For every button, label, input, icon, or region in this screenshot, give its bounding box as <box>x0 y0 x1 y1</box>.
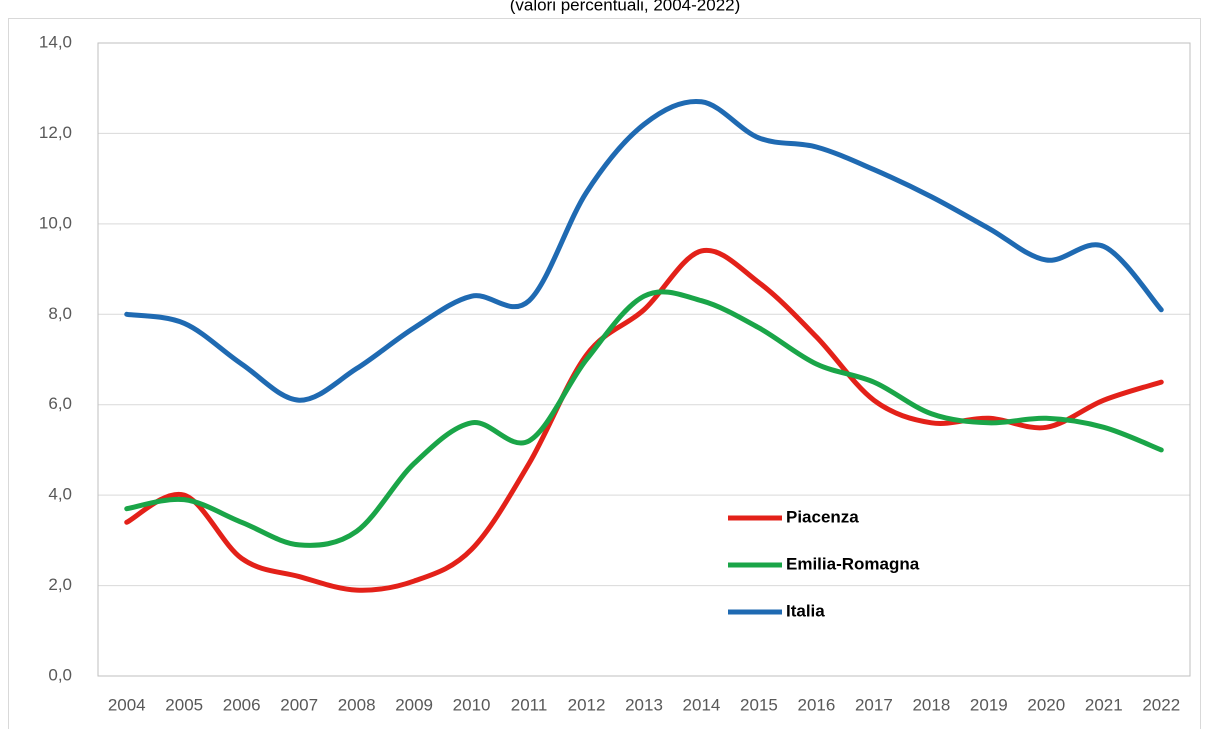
y-tick-label: 6,0 <box>48 394 72 413</box>
x-tick-label: 2016 <box>798 695 836 714</box>
x-tick-label: 2013 <box>625 695 663 714</box>
line-series <box>124 289 1164 548</box>
x-tick-label: 2014 <box>683 695 721 714</box>
x-tick-label: 2006 <box>223 695 261 714</box>
y-tick-label: 4,0 <box>48 485 72 504</box>
x-tick-label: 2008 <box>338 695 376 714</box>
x-tick-label: 2017 <box>855 695 893 714</box>
x-tick-label: 2004 <box>108 695 146 714</box>
x-tick-label: 2010 <box>453 695 491 714</box>
plot-area <box>97 42 1191 677</box>
legend-label: Emilia-Romagna <box>786 554 920 573</box>
x-tick-label: 2022 <box>1142 695 1180 714</box>
chart-subtitle: (valori percentuali, 2004-2022) <box>510 0 741 14</box>
y-tick-label: 14,0 <box>39 32 72 51</box>
line-series <box>124 98 1164 403</box>
line-series <box>124 247 1164 593</box>
y-tick-label: 0,0 <box>48 665 72 684</box>
y-tick-label: 10,0 <box>39 213 72 232</box>
x-tick-label: 2011 <box>511 695 548 714</box>
x-tick-label: 2020 <box>1027 695 1065 714</box>
legend-label: Piacenza <box>786 507 859 526</box>
x-tick-label: 2012 <box>568 695 606 714</box>
x-tick-label: 2009 <box>395 695 433 714</box>
x-tick-label: 2005 <box>165 695 203 714</box>
x-tick-label: 2018 <box>912 695 950 714</box>
chart-area <box>8 18 1201 729</box>
y-tick-label: 8,0 <box>48 304 72 323</box>
x-tick-label: 2007 <box>280 695 318 714</box>
y-tick-label: 2,0 <box>48 575 72 594</box>
legend-label: Italia <box>786 601 825 620</box>
y-tick-label: 12,0 <box>39 123 72 142</box>
x-tick-label: 2019 <box>970 695 1008 714</box>
x-tick-label: 2021 <box>1085 695 1123 714</box>
x-tick-label: 2015 <box>740 695 778 714</box>
